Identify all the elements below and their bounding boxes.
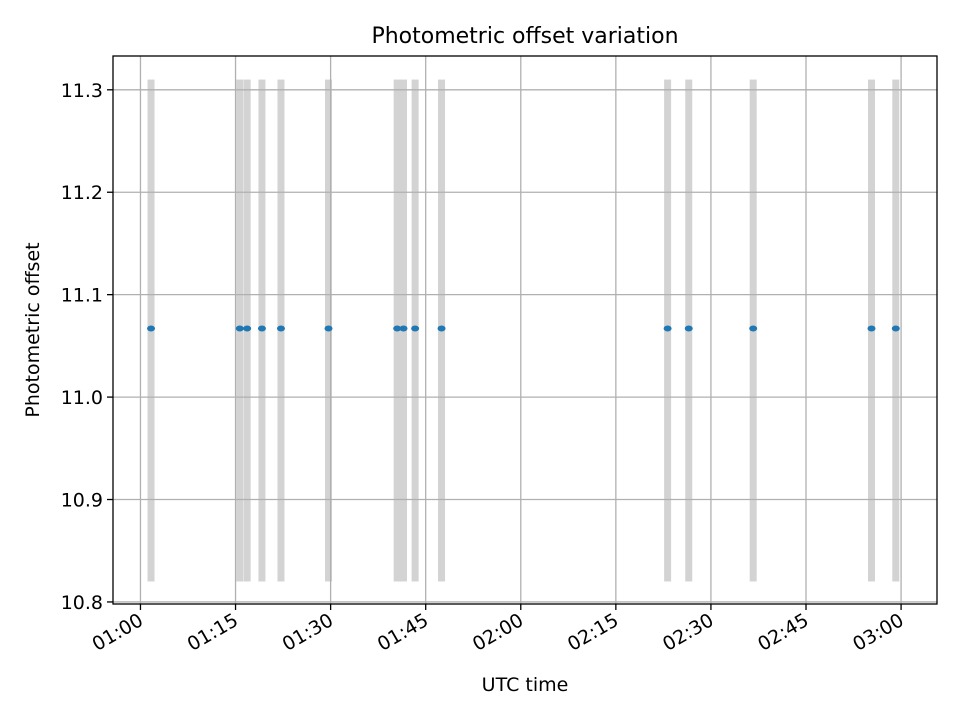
y-tick-label: 11.0 (61, 387, 103, 409)
chart-title: Photometric offset variation (371, 24, 678, 49)
data-points (147, 325, 900, 332)
data-point (243, 325, 252, 332)
x-tick-label: 02:30 (659, 609, 717, 655)
y-axis-ticks: 10.8 10.9 11.0 11.1 11.2 11.3 (61, 80, 113, 614)
x-tick-label: 01:30 (279, 609, 337, 655)
x-tick-label: 01:45 (374, 609, 432, 655)
y-tick-label: 11.1 (61, 285, 103, 307)
data-point (147, 325, 156, 332)
data-point (235, 325, 244, 332)
y-tick-label: 10.9 (61, 490, 103, 512)
x-tick-label: 02:00 (469, 609, 527, 655)
data-point (891, 325, 900, 332)
data-point (684, 325, 693, 332)
data-point (399, 325, 408, 332)
data-point (867, 325, 876, 332)
x-tick-label: 02:45 (754, 609, 812, 655)
y-axis-label: Photometric offset (22, 242, 44, 417)
x-tick-label: 01:15 (184, 609, 242, 655)
data-point (324, 325, 333, 332)
y-tick-label: 11.2 (61, 182, 103, 204)
x-axis-ticks: 01:00 01:15 01:30 01:45 02:00 02:15 02:30 02:45… (89, 604, 908, 656)
x-axis-label: UTC time (482, 674, 569, 696)
data-point (663, 325, 672, 332)
x-tick-label: 03:00 (849, 609, 907, 655)
grid-lines (113, 56, 937, 604)
data-point (411, 325, 420, 332)
plot-frame (112, 55, 938, 605)
x-tick-label: 02:15 (564, 609, 622, 655)
x-tick-label: 01:00 (89, 609, 147, 655)
data-point (393, 325, 402, 332)
data-point (257, 325, 266, 332)
data-point (749, 325, 758, 332)
y-tick-label: 10.8 (61, 592, 103, 614)
data-point (276, 325, 285, 332)
y-tick-label: 11.3 (61, 80, 103, 102)
data-point (437, 325, 446, 332)
